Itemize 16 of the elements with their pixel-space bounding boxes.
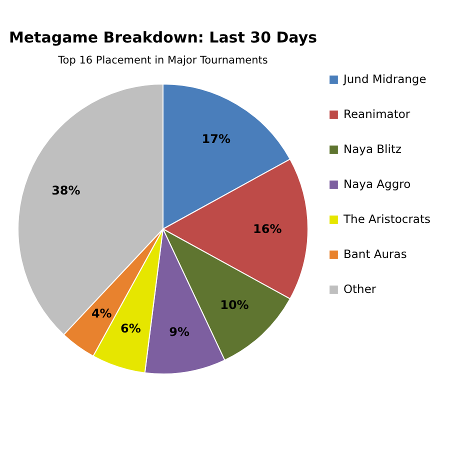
- legend-label: Jund Midrange: [342, 72, 426, 86]
- data-label: 4%: [91, 306, 112, 320]
- data-label: 6%: [120, 321, 141, 336]
- data-label: 17%: [202, 132, 231, 146]
- legend-label: Bant Auras: [344, 246, 407, 261]
- legend-label: Naya Blitz: [344, 142, 402, 156]
- legend-label: The Aristocrats: [342, 212, 430, 226]
- legend-label: Other: [344, 282, 376, 296]
- legend-label: Reanimator: [344, 106, 410, 121]
- data-label: 9%: [169, 325, 190, 340]
- data-label: 10%: [220, 298, 249, 312]
- legend-label: Naya Aggro: [344, 176, 411, 191]
- data-label: 38%: [52, 184, 80, 198]
- chart-subtitle: Top 16 Placement in Major Tournaments: [57, 54, 268, 66]
- data-label: 16%: [253, 222, 282, 236]
- chart-title: Metagame Breakdown: Last 30 Days: [8, 28, 318, 46]
